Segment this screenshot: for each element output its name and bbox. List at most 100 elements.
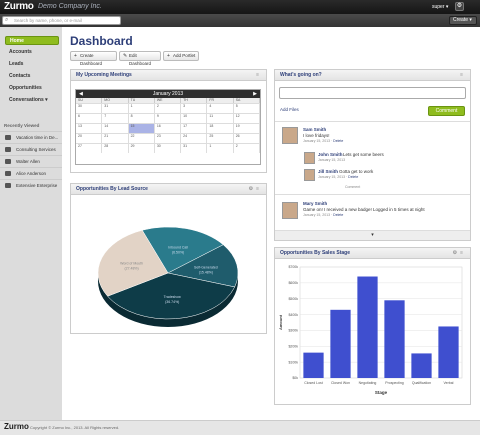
bar[interactable] — [303, 352, 324, 378]
avatar[interactable] — [282, 202, 298, 219]
calendar-day[interactable]: 31 — [181, 143, 208, 153]
calendar-day[interactable]: 27 — [76, 143, 103, 153]
recent-item[interactable]: Consulting Services — [0, 143, 62, 155]
bar[interactable] — [438, 326, 459, 378]
post-author[interactable]: Sam Smith — [303, 127, 327, 132]
portlet-menu-icon[interactable]: ⚙≡ — [248, 186, 262, 192]
calendar-day[interactable]: 25 — [207, 133, 234, 143]
portlet-menu-icon[interactable]: ≡ — [256, 72, 262, 78]
post-input[interactable] — [279, 87, 466, 99]
add-portlet-button[interactable]: + Add Portlet — [163, 51, 199, 61]
y-axis-label: Amount — [278, 314, 283, 330]
calendar-day[interactable]: 2 — [233, 143, 260, 153]
calendar-day[interactable]: 20 — [76, 133, 103, 143]
delete-link[interactable]: Delete — [348, 175, 359, 179]
search-input[interactable]: ⌕ Search by name, phone, or e-mail — [2, 16, 121, 25]
delete-link[interactable]: Delete — [333, 139, 344, 143]
calendar-day[interactable]: 11 — [207, 113, 234, 123]
comment-author[interactable]: Jill Smith — [318, 169, 339, 174]
calendar-day[interactable]: 8 — [128, 113, 155, 123]
sidebar-item-opportunities[interactable]: Opportunities — [9, 85, 42, 91]
calendar-day[interactable]: 2 — [154, 103, 182, 113]
weekday-label: TH — [181, 98, 208, 103]
calendar-day[interactable]: 30 — [154, 143, 182, 153]
calendar-day[interactable]: 15 — [128, 123, 155, 133]
calendar-day[interactable]: 21 — [102, 133, 129, 143]
calendar-day[interactable]: 4 — [207, 103, 234, 113]
comment-link[interactable]: Comment — [345, 185, 361, 189]
post-author[interactable]: Mary Smith — [303, 201, 328, 206]
calendar-day[interactable]: 29 — [128, 143, 155, 153]
weekday-label: SU — [76, 98, 103, 103]
bar[interactable] — [357, 276, 378, 378]
calendar-day[interactable]: 17 — [181, 123, 208, 133]
bar[interactable] — [330, 309, 351, 378]
y-tick-label: $100k — [288, 360, 298, 364]
recent-item[interactable]: Alice Anderson — [0, 167, 62, 179]
delete-link[interactable]: Delete — [333, 213, 344, 217]
add-files-link[interactable]: Add Files — [280, 107, 299, 112]
recent-item[interactable]: Walter Allen — [0, 155, 62, 167]
plus-icon: + — [167, 53, 170, 59]
weekday-label: TU — [128, 98, 155, 103]
calendar-day[interactable]: 30 — [76, 103, 103, 113]
calendar-day[interactable]: 1 — [128, 103, 155, 113]
comment-author[interactable]: John Smith — [318, 152, 343, 157]
comment-button[interactable]: Comment — [428, 106, 465, 116]
avatar[interactable] — [304, 152, 315, 164]
calendar-day[interactable]: 24 — [181, 133, 208, 143]
sidebar-item-conversations[interactable]: Conversations ▾ — [9, 97, 48, 103]
avatar[interactable] — [282, 127, 298, 144]
pie-slice[interactable] — [107, 272, 236, 320]
calendar-day[interactable]: 22 — [128, 133, 155, 143]
create-dashboard-button[interactable]: + Create Dashboard — [70, 51, 117, 66]
calendar-day[interactable]: 31 — [102, 103, 129, 113]
calendar-day[interactable]: 18 — [207, 123, 234, 133]
bar[interactable] — [384, 300, 405, 378]
calendar-day[interactable]: 23 — [154, 133, 182, 143]
create-button[interactable]: Create ▾ — [449, 16, 477, 25]
edit-dashboard-button[interactable]: ✎ Edit Dashboard — [119, 51, 161, 66]
load-more-button[interactable]: ▾ — [275, 230, 470, 240]
calendar-day[interactable]: 26 — [233, 133, 260, 143]
opportunity-icon — [5, 147, 11, 152]
next-month-icon[interactable]: ▶ — [253, 91, 257, 97]
portlet-menu-icon[interactable]: ≡ — [460, 72, 466, 78]
pie-label: (36.74%) — [165, 300, 179, 304]
user-menu[interactable]: super ▾ — [432, 4, 449, 10]
pie-slice[interactable] — [141, 226, 224, 274]
pie-label: Inbound Call — [168, 246, 188, 250]
recent-item[interactable]: Vacation time in De... — [0, 131, 62, 143]
sidebar-item-leads[interactable]: Leads — [9, 61, 24, 67]
sidebar-item-accounts[interactable]: Accounts — [9, 49, 32, 55]
calendar-day[interactable]: 7 — [102, 113, 129, 123]
pie-slice[interactable] — [167, 244, 239, 288]
calendar-day[interactable]: 3 — [181, 103, 208, 113]
calendar-day[interactable]: 6 — [76, 113, 103, 123]
calendar-day[interactable]: 9 — [154, 113, 182, 123]
calendar-day[interactable]: 13 — [76, 123, 103, 133]
x-tick-label: Closed Lost — [304, 381, 323, 385]
top-bar — [0, 0, 480, 14]
calendar-day[interactable]: 28 — [102, 143, 129, 153]
calendar-day[interactable]: 5 — [233, 103, 260, 113]
prev-month-icon[interactable]: ◀ — [79, 91, 83, 97]
calendar-day[interactable]: 19 — [233, 123, 260, 133]
calendar-day[interactable]: 12 — [233, 113, 260, 123]
calendar-day[interactable]: 16 — [154, 123, 182, 133]
settings-gear-icon[interactable]: ⚙ — [455, 2, 464, 11]
portlet-menu-icon[interactable]: ⚙≡ — [452, 250, 466, 256]
calendar-day[interactable]: 10 — [181, 113, 208, 123]
calendar-day[interactable]: 1 — [207, 143, 234, 153]
sidebar-item-home[interactable]: Home — [5, 36, 59, 45]
pie-slice[interactable] — [97, 229, 169, 297]
avatar[interactable] — [304, 169, 315, 181]
sidebar-item-contacts[interactable]: Contacts — [9, 73, 31, 79]
bar[interactable] — [411, 353, 432, 378]
portlet-header: What's going on? ≡ — [275, 70, 470, 81]
app-logo[interactable]: Zurmo — [4, 1, 34, 12]
recent-item[interactable]: Extensive Enterprise — [0, 179, 62, 191]
calendar-day[interactable]: 14 — [102, 123, 129, 133]
pie-label: Tradeshow — [164, 295, 182, 299]
comment-meta: January 15, 2013 · Delete — [318, 175, 359, 179]
